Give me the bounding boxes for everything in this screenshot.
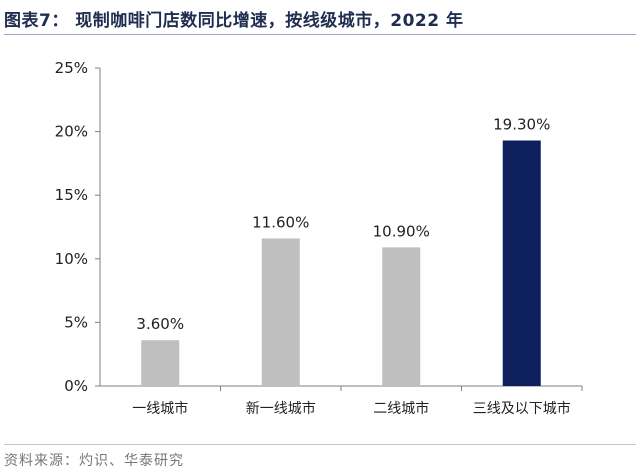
x-tick-label: 一线城市 <box>132 400 188 417</box>
bar <box>382 247 421 386</box>
data-label: 19.30% <box>493 116 550 134</box>
x-tick-label: 三线及以下城市 <box>473 400 571 417</box>
y-tick-label: 15% <box>55 186 88 204</box>
data-label: 11.60% <box>252 213 309 231</box>
source-note: 资料来源：灼识、华泰研究 <box>4 453 184 469</box>
y-tick-label: 5% <box>64 313 88 331</box>
data-label: 3.60% <box>136 315 184 333</box>
x-tick-label: 新一线城市 <box>246 400 316 417</box>
y-tick-label: 10% <box>55 250 88 268</box>
bar <box>261 238 300 386</box>
y-tick-label: 20% <box>55 123 88 141</box>
x-tick-label: 二线城市 <box>373 400 429 417</box>
y-tick-label: 25% <box>55 59 88 77</box>
y-tick-label: 0% <box>64 377 88 395</box>
title-divider <box>4 34 636 35</box>
source-divider <box>4 444 636 445</box>
figure-title: 图表7： 现制咖啡门店数同比增速，按线级城市，2022 年 <box>4 11 464 31</box>
bar-chart: 0% 5% 10% 15% 20% 25% 3.60% 一线城市 11.60% 新一线城市 10.9… <box>55 59 583 417</box>
bar <box>141 340 180 386</box>
bar <box>502 140 541 386</box>
data-label: 10.90% <box>373 222 430 240</box>
